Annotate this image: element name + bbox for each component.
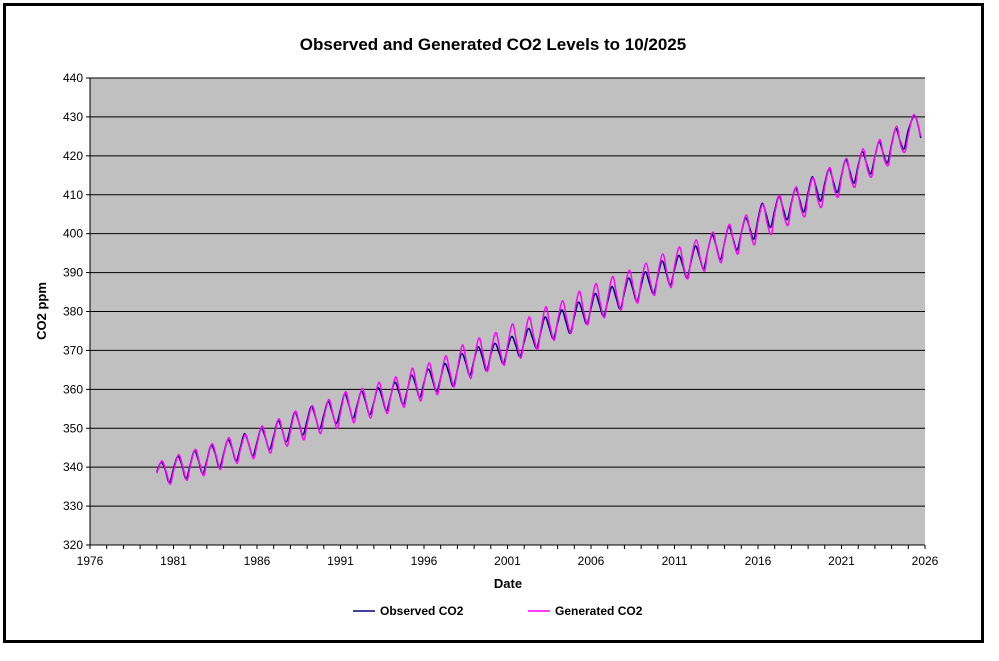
x-axis-title: Date bbox=[494, 576, 522, 591]
x-tick-label: 1981 bbox=[160, 554, 187, 568]
y-tick-label: 390 bbox=[63, 266, 83, 280]
axes: 320 330 340 350 360 370 380 390 400 410 420 430 440 1… bbox=[63, 71, 939, 568]
x-tick-label: 2001 bbox=[494, 554, 521, 568]
y-tick-label: 320 bbox=[63, 538, 83, 552]
legend-label-observed-co2: Observed CO2 bbox=[380, 604, 464, 618]
y-tick-label: 380 bbox=[63, 305, 83, 319]
chart-title: Observed and Generated CO2 Levels to 10/… bbox=[300, 35, 686, 54]
x-tick-label: 2011 bbox=[662, 554, 688, 568]
x-tick-label: 2021 bbox=[828, 554, 855, 568]
x-tick-label: 1986 bbox=[244, 554, 271, 568]
y-tick-label: 370 bbox=[63, 343, 83, 357]
x-tick-label: 1996 bbox=[411, 554, 438, 568]
x-tick-label: 2016 bbox=[745, 554, 772, 568]
y-tick-label: 350 bbox=[63, 421, 83, 435]
y-tick-label: 330 bbox=[63, 499, 83, 513]
y-tick-label: 440 bbox=[63, 71, 83, 85]
x-tick-label: 2026 bbox=[912, 554, 939, 568]
generated-co2-line bbox=[156, 113, 922, 486]
chart-frame: Observed and Generated CO2 Levels to 10/… bbox=[3, 3, 984, 643]
y-tick-label: 400 bbox=[63, 227, 83, 241]
x-tick-label: 1976 bbox=[77, 554, 104, 568]
legend-label-generated-co2: Generated CO2 bbox=[555, 604, 643, 618]
y-tick-label: 410 bbox=[63, 188, 83, 202]
y-tick-label: 360 bbox=[63, 382, 83, 396]
legend: Observed CO2 Generated CO2 bbox=[353, 604, 643, 618]
co2-chart: Observed and Generated CO2 Levels to 10/… bbox=[34, 35, 939, 618]
y-tick-label: 430 bbox=[63, 110, 83, 124]
series-lines bbox=[156, 113, 922, 486]
x-tick-label: 1991 bbox=[327, 554, 354, 568]
y-tick-label: 420 bbox=[63, 149, 83, 163]
y-tick-label: 340 bbox=[63, 460, 83, 474]
x-tick-label: 2006 bbox=[578, 554, 605, 568]
gridlines bbox=[90, 77, 925, 546]
y-axis-title: CO2 ppm bbox=[34, 282, 49, 340]
